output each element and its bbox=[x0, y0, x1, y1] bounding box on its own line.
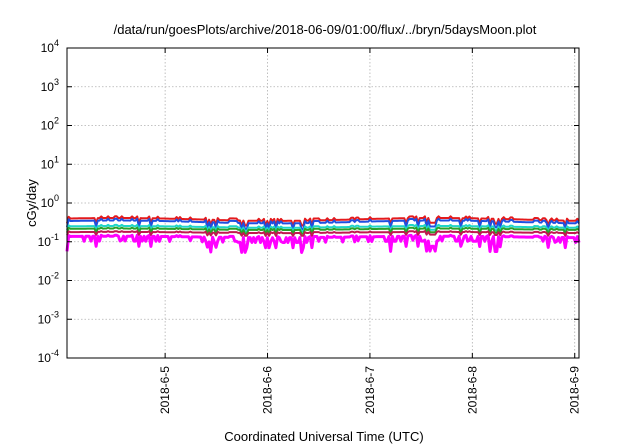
series-line-6 bbox=[66, 230, 580, 237]
x-tick-label: 2018-6-6 bbox=[261, 366, 275, 414]
x-tick-label: 2018-6-9 bbox=[568, 366, 582, 414]
y-tick-label: 102 bbox=[41, 116, 59, 133]
y-tick-label: 103 bbox=[41, 77, 59, 94]
y-axis-label: cGy/day bbox=[24, 179, 39, 227]
y-tick-label: 10-3 bbox=[38, 309, 59, 326]
grid bbox=[67, 48, 579, 358]
series-line-2 bbox=[66, 215, 580, 227]
x-tick-label: 2018-6-7 bbox=[363, 366, 377, 414]
y-tick-label: 100 bbox=[41, 193, 59, 210]
x-axis-ticks: 2018-6-5 2018-6-6 2018-6-7 2018-6-8 2018-6-9 bbox=[158, 48, 582, 414]
x-tick-label: 2018-6-5 bbox=[158, 366, 172, 414]
series-line-5 bbox=[66, 226, 580, 235]
series-layer bbox=[65, 215, 581, 254]
x-tick-label: 2018-6-8 bbox=[465, 366, 479, 414]
series-line-3 bbox=[66, 217, 580, 231]
y-axis-ticks: 10-4 10-3 10-2 10-1 100 101 102 103 104 bbox=[38, 38, 579, 365]
y-tick-label: 10-1 bbox=[38, 232, 59, 249]
series-line-1 bbox=[65, 233, 581, 254]
y-tick-label: 10-2 bbox=[38, 271, 59, 288]
chart-title: /data/run/goesPlots/archive/2018-06-09/0… bbox=[114, 22, 537, 37]
series-line-4 bbox=[66, 223, 580, 233]
y-tick-label: 10-4 bbox=[38, 348, 59, 365]
x-axis-label: Coordinated Universal Time (UTC) bbox=[224, 429, 423, 444]
y-tick-label: 104 bbox=[41, 38, 59, 55]
y-tick-label: 101 bbox=[41, 154, 59, 171]
